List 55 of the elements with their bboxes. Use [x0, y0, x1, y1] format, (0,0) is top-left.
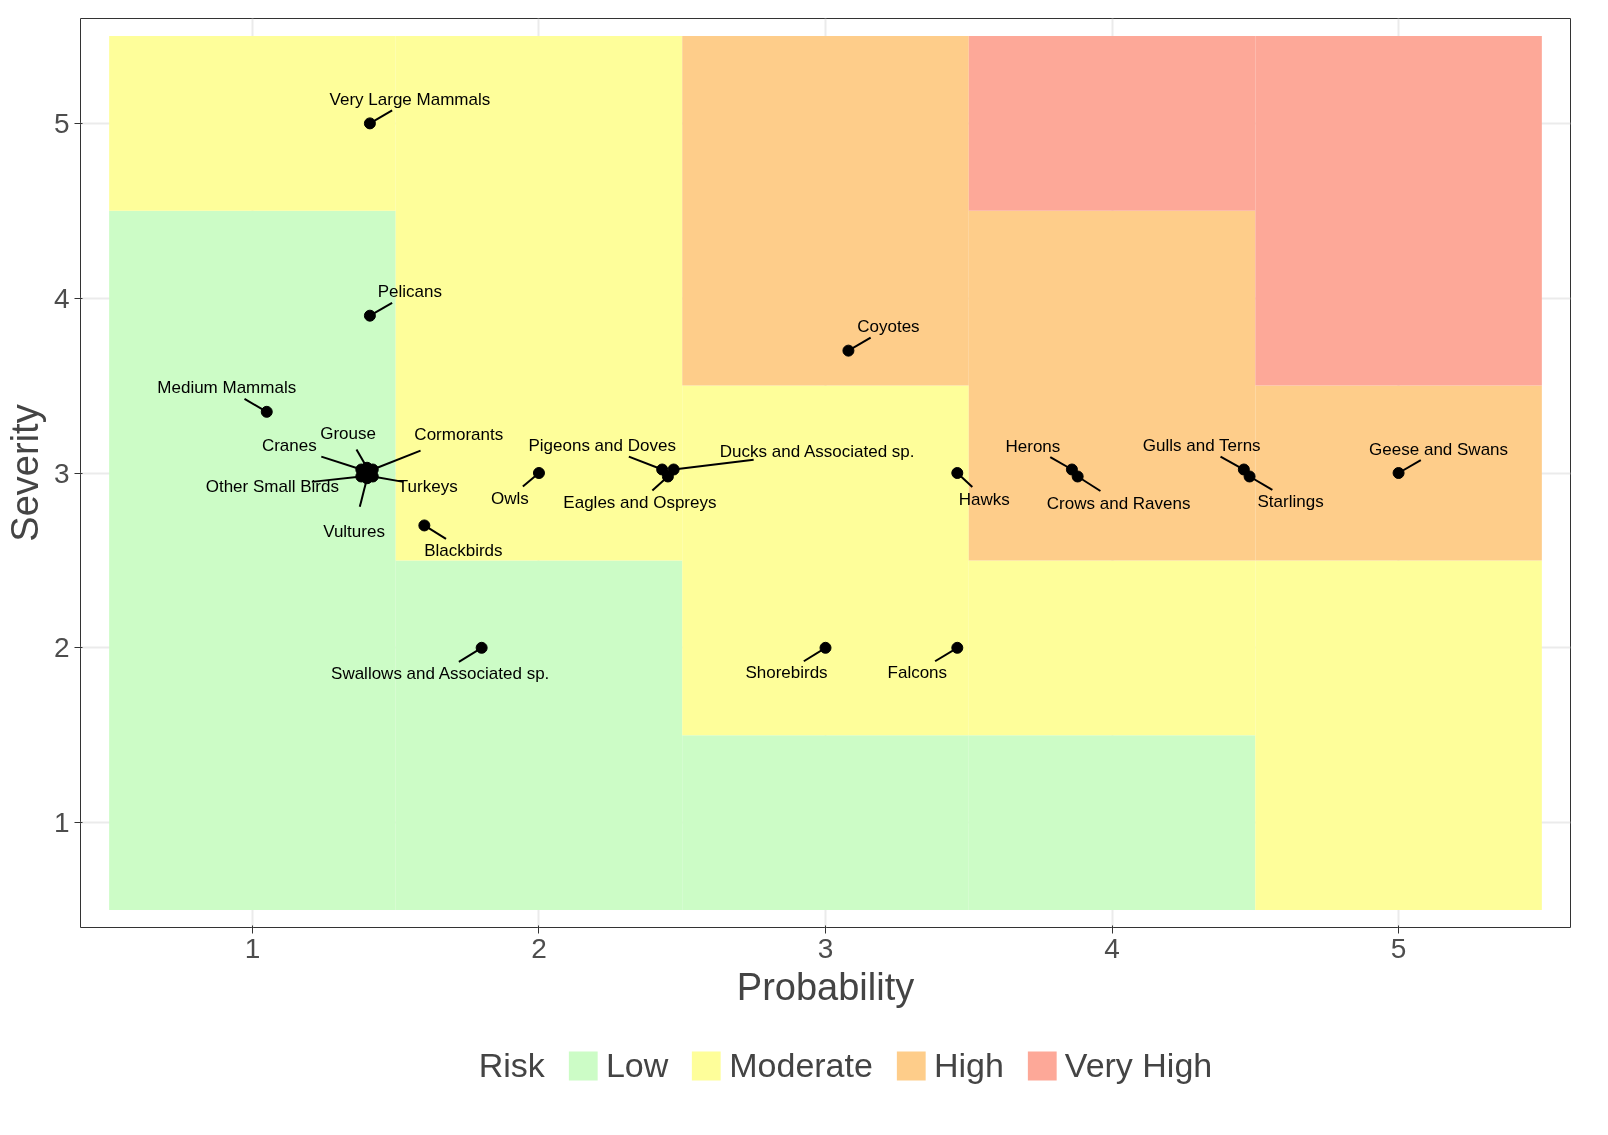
data-label: Falcons [887, 663, 948, 683]
x-tick-label: 5 [1390, 932, 1407, 964]
x-tick-label: 1 [244, 932, 261, 964]
data-label: Coyotes [857, 317, 920, 337]
point [475, 641, 488, 654]
data-label: Starlings [1257, 492, 1324, 511]
y-tick-label: 4 [53, 282, 70, 314]
legend-title: Risk [478, 1045, 545, 1085]
point [1243, 470, 1256, 483]
data-label: Herons [1005, 437, 1061, 456]
data-label: Hawks [958, 489, 1010, 509]
data-label: Turkeys [397, 477, 458, 496]
data-label: Blackbirds [424, 540, 503, 560]
data-label: Cormorants [414, 425, 504, 444]
legend-label: High [933, 1045, 1004, 1085]
y-tick-label: 2 [53, 632, 70, 664]
point [363, 309, 376, 322]
point [842, 344, 855, 357]
data-label: Geese and Swans [1369, 439, 1509, 459]
data-label: Very Large Mammals [329, 89, 491, 109]
legend-label: Low [605, 1045, 669, 1085]
data-label: Pelicans [377, 282, 443, 302]
x-tick-label: 3 [817, 932, 834, 964]
data-label: Gulls and Terns [1142, 436, 1261, 455]
legend-label: Very High [1064, 1045, 1213, 1085]
data-label: Crows and Ravens [1046, 494, 1191, 513]
legend-label: Moderate [729, 1045, 873, 1085]
data-label: Vultures [323, 521, 385, 541]
data-label: Owls [491, 488, 529, 508]
x-tick-label: 4 [1104, 932, 1120, 964]
point [260, 405, 273, 418]
data-label: Eagles and Ospreys [563, 493, 717, 512]
point [363, 117, 376, 130]
point [1392, 467, 1405, 479]
point [532, 467, 545, 479]
data-label: Pigeons and Doves [528, 436, 676, 455]
data-label: Other Small Birds [205, 477, 339, 496]
y-tick-label: 1 [53, 807, 70, 839]
point [951, 641, 964, 654]
y-tick-label: 3 [53, 457, 70, 489]
data-label: Cranes [261, 436, 317, 455]
point [661, 470, 674, 483]
point [819, 641, 832, 654]
point [1071, 470, 1084, 483]
x-tick-label: 2 [531, 932, 547, 964]
x-axis-title: Probability [736, 965, 915, 1008]
data-label: Swallows and Associated sp. [331, 664, 550, 684]
point [951, 467, 964, 479]
y-axis-title: Severity [3, 404, 46, 542]
data-label: Medium Mammals [157, 378, 297, 398]
data-label: Ducks and Associated sp. [719, 442, 915, 461]
data-label: Grouse [320, 424, 376, 444]
data-label: Shorebirds [745, 663, 828, 683]
y-tick-label: 5 [53, 107, 70, 139]
point [418, 519, 431, 532]
